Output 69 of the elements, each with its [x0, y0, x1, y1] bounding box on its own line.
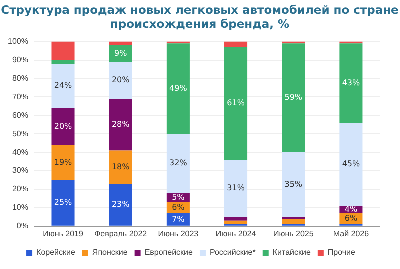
data-label: 24% — [54, 81, 73, 90]
data-label: 28% — [112, 120, 130, 129]
legend-label: Японские — [92, 248, 128, 258]
x-tick-label: Июнь 2019 — [43, 229, 84, 238]
bar — [282, 152, 306, 218]
data-label: 20% — [54, 122, 73, 131]
data-label: 18% — [112, 162, 130, 172]
data-label: 6% — [172, 203, 186, 212]
bar — [340, 44, 363, 124]
bar — [52, 180, 75, 226]
bar — [224, 42, 248, 48]
data-label: 25% — [54, 198, 73, 208]
data-label: 61% — [227, 98, 246, 108]
data-label: 59% — [284, 93, 303, 102]
bar — [224, 47, 248, 160]
data-label: 23% — [112, 200, 130, 209]
bar — [109, 184, 132, 226]
x-tick-label: Июнь 2023 — [158, 229, 200, 238]
data-label: 9% — [114, 48, 128, 58]
bar — [224, 217, 248, 221]
data-label: 49% — [170, 84, 188, 93]
bar — [166, 134, 190, 194]
y-tick-label: 70% — [12, 92, 28, 102]
x-tick-label: Июнь 2024 — [216, 229, 257, 238]
bar — [109, 62, 132, 100]
bar — [52, 145, 75, 180]
data-label: 6% — [344, 214, 358, 224]
legend-label: Российские* — [210, 248, 256, 258]
bar — [109, 150, 132, 184]
legend-label: Европейские — [144, 248, 194, 258]
data-label: 7% — [172, 214, 186, 224]
x-tick-label: Февраль 2022 — [94, 229, 148, 238]
data-label: 43% — [342, 78, 360, 88]
x-tick-label: Июнь 2025 — [273, 229, 314, 238]
data-label: 20% — [112, 76, 130, 85]
legend-label: Китайские — [272, 248, 312, 258]
x-tick-label: Май 2026 — [333, 229, 370, 238]
bar — [52, 64, 75, 108]
bar — [166, 44, 190, 134]
y-tick-label: 90% — [12, 55, 28, 64]
y-tick-label: 0% — [16, 222, 28, 231]
y-tick-label: 40% — [12, 148, 28, 157]
data-label: 19% — [54, 158, 73, 167]
bar — [52, 42, 75, 60]
bar — [282, 219, 306, 225]
bar — [340, 123, 363, 206]
data-label: 45% — [342, 160, 360, 169]
y-tick-label: 30% — [12, 166, 28, 176]
bar — [224, 220, 248, 225]
legend-label: Корейские — [36, 248, 76, 258]
data-label: 32% — [170, 158, 188, 168]
y-tick-label: 80% — [12, 74, 28, 83]
y-tick-label: 100% — [8, 37, 28, 46]
y-tick-label: 10% — [12, 203, 28, 212]
bar — [52, 108, 75, 146]
y-tick-label: 20% — [12, 184, 28, 194]
bar — [282, 44, 306, 153]
data-label: 4% — [344, 204, 358, 214]
legend-label: Прочие — [328, 248, 356, 258]
y-tick-label: 60% — [12, 110, 28, 120]
bar — [52, 60, 75, 64]
bar — [109, 99, 132, 151]
y-tick-label: 50% — [12, 129, 28, 138]
data-label: 31% — [227, 184, 246, 193]
bar — [109, 42, 132, 46]
data-label: 35% — [284, 180, 303, 189]
data-label: 5% — [172, 192, 186, 202]
bar — [224, 160, 248, 218]
chart-title: Структура продаж новых легковых автомобилей по стране происхождения бренда, % — [0, 2, 400, 31]
